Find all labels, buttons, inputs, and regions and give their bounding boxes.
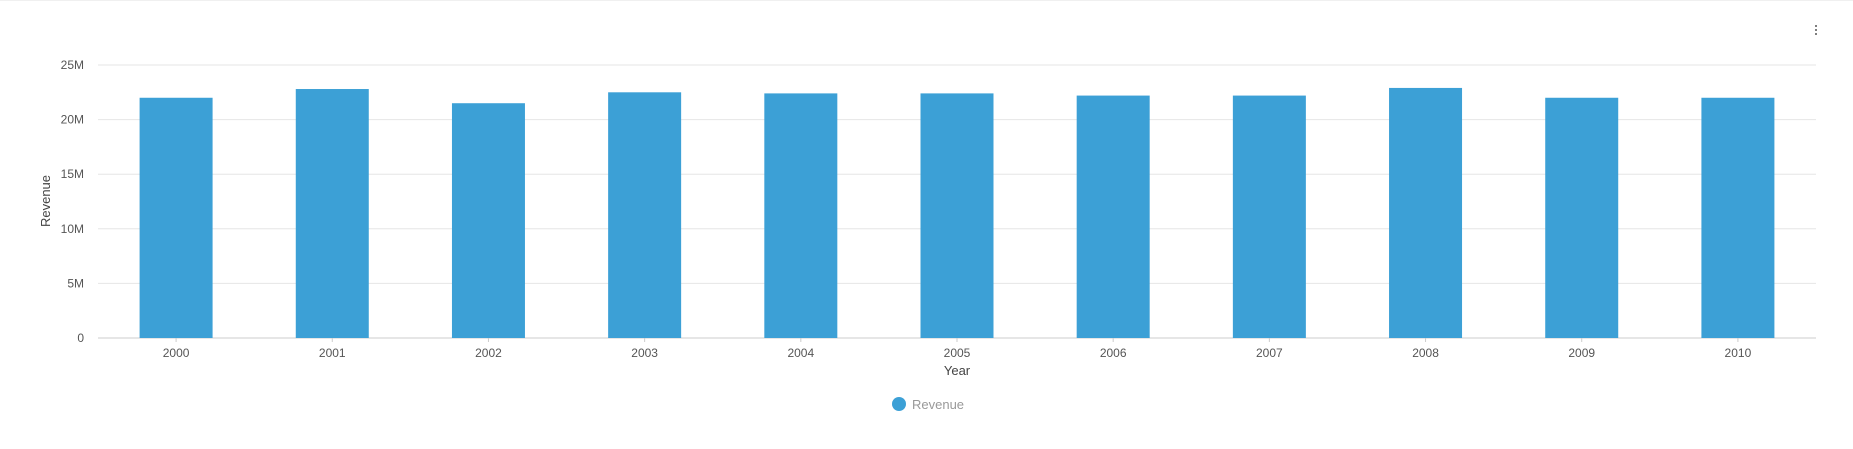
x-tick-label: 2001 bbox=[319, 346, 346, 360]
bar-2007[interactable] bbox=[1232, 95, 1306, 339]
more-options-button[interactable] bbox=[1804, 18, 1828, 42]
bar-2004[interactable] bbox=[764, 93, 838, 338]
y-axis-title: Revenue bbox=[38, 175, 53, 227]
x-tick-label: 2004 bbox=[787, 346, 814, 360]
y-tick-label: 0 bbox=[77, 331, 84, 345]
y-tick-label: 20M bbox=[61, 113, 84, 127]
bar-2003[interactable] bbox=[608, 92, 682, 338]
legend-label-revenue: Revenue bbox=[912, 397, 964, 412]
x-tick-label: 2005 bbox=[944, 346, 971, 360]
x-tick-label: 2009 bbox=[1568, 346, 1595, 360]
bars bbox=[139, 87, 1775, 339]
y-tick-label: 15M bbox=[61, 167, 84, 181]
x-axis-title: Year bbox=[944, 363, 971, 378]
bar-2000[interactable] bbox=[139, 97, 213, 338]
bar-2001[interactable] bbox=[295, 89, 369, 338]
x-tick-label: 2007 bbox=[1256, 346, 1283, 360]
y-tick-label: 10M bbox=[61, 222, 84, 236]
x-tick-label: 2006 bbox=[1100, 346, 1127, 360]
legend-swatch-revenue bbox=[892, 397, 906, 411]
bar-2008[interactable] bbox=[1389, 87, 1463, 338]
bar-2009[interactable] bbox=[1545, 97, 1619, 338]
bar-2010[interactable] bbox=[1701, 97, 1775, 338]
bar-2002[interactable] bbox=[451, 103, 525, 338]
x-tick-label: 2002 bbox=[475, 346, 502, 360]
x-tick-label: 2008 bbox=[1412, 346, 1439, 360]
bar-2006[interactable] bbox=[1076, 95, 1150, 339]
x-tick-label: 2000 bbox=[163, 346, 190, 360]
more-vert-icon bbox=[1815, 25, 1817, 35]
top-divider bbox=[0, 0, 1853, 1]
legend[interactable]: Revenue bbox=[892, 397, 964, 412]
y-tick-label: 5M bbox=[67, 276, 84, 290]
y-tick-label: 25M bbox=[61, 58, 84, 72]
x-tick-label: 2010 bbox=[1725, 346, 1752, 360]
grid-lines bbox=[98, 64, 1816, 339]
x-tick-label: 2003 bbox=[631, 346, 658, 360]
bar-2005[interactable] bbox=[920, 93, 994, 338]
axes: 0 5M 10M 15M 20M 25M 2000 2001 2002 2003 2004 2005 2… bbox=[61, 58, 1752, 360]
